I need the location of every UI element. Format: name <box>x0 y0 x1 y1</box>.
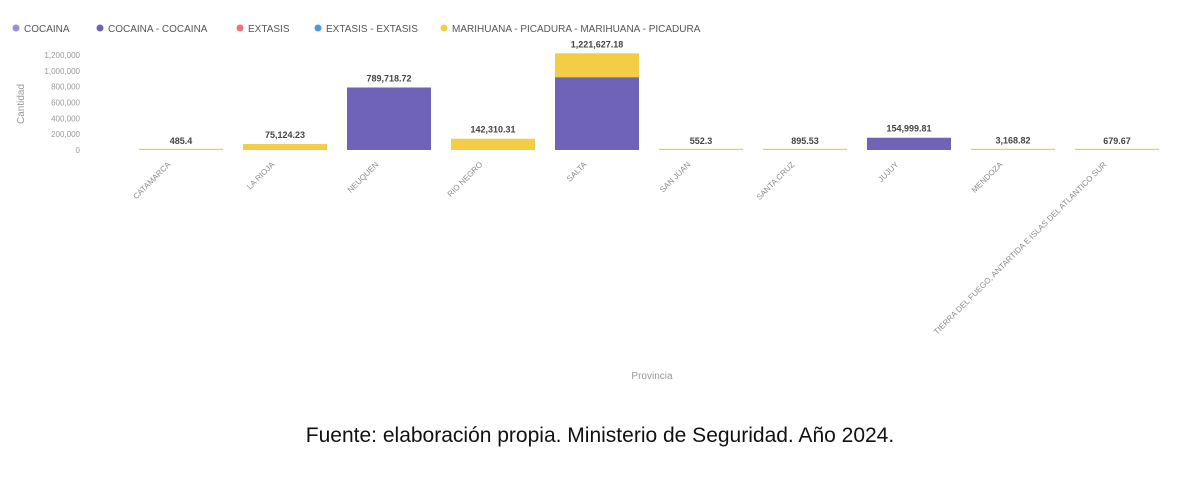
bar-totals: 485.4 75,124.23 789,718.72 142,310.31 1,221,… <box>170 39 1131 146</box>
y-tick-label: 400,000 <box>51 114 80 123</box>
y-tick-label: 600,000 <box>51 99 80 108</box>
source-caption: Fuente: elaboración propia. Ministerio d… <box>305 424 895 447</box>
legend-label: EXTASIS - EXTASIS <box>326 24 418 35</box>
legend-item[interactable]: EXTASIS <box>236 24 290 35</box>
bar-total-label: 1,221,627.18 <box>571 39 624 49</box>
bar-total-label: 142,310.31 <box>470 125 515 135</box>
category-label: SALTA <box>565 160 589 184</box>
category-label: MENDOZA <box>970 160 1005 195</box>
legend-label: COCAINA <box>24 24 70 35</box>
legend-label: MARIHUANA - PICADURA - MARIHUANA - PICAD… <box>452 24 701 35</box>
category-label: JUJUY <box>876 160 900 184</box>
bar-segment[interactable] <box>555 77 639 150</box>
legend-item[interactable]: MARIHUANA - PICADURA - MARIHUANA - PICAD… <box>440 24 701 35</box>
legend-item[interactable]: EXTASIS - EXTASIS <box>314 24 419 35</box>
category-label: CATAMARCA <box>131 160 173 202</box>
category-label: SAN JUAN <box>658 160 692 194</box>
bar-total-label: 552.3 <box>690 136 713 146</box>
bar-segment[interactable] <box>139 148 223 150</box>
legend-label: EXTASIS <box>248 24 290 35</box>
bar-total-label: 679.67 <box>1103 136 1131 146</box>
bar-total-label: 485.4 <box>170 136 193 146</box>
y-tick-label: 800,000 <box>51 83 80 92</box>
bar-segment[interactable] <box>243 144 327 150</box>
bar-total-label: 75,124.23 <box>265 130 305 140</box>
bar-segment[interactable] <box>1075 148 1159 150</box>
legend-label: COCAINA - COCAINA <box>108 24 208 35</box>
category-label: TIERRA DEL FUEGO, ANTARTIDA E ISLAS DEL … <box>932 160 1108 336</box>
category-label: SANTA CRUZ <box>755 160 797 202</box>
bar-segment[interactable] <box>763 148 847 150</box>
legend-marker <box>96 24 104 32</box>
bar-segment[interactable] <box>451 138 535 150</box>
y-tick-label: 200,000 <box>51 130 80 139</box>
legend-marker <box>440 24 448 32</box>
bar-total-label: 3,168.82 <box>995 136 1030 146</box>
bar-segment[interactable] <box>867 137 951 150</box>
bar-chart: COCAINA COCAINA - COCAINA EXTASIS EXTASIS -… <box>12 24 1159 382</box>
category-label: LA RIOJA <box>245 160 277 192</box>
legend-marker <box>236 24 244 32</box>
bar-total-label: 154,999.81 <box>886 124 931 134</box>
bar-segment[interactable] <box>659 148 743 150</box>
bar-segment[interactable] <box>971 148 1055 150</box>
y-axis-ticks: 0 200,000 400,000 600,000 800,000 1,000,000 1,… <box>44 51 80 155</box>
category-label: RIO NEGRO <box>446 160 485 199</box>
y-tick-label: 0 <box>76 146 81 155</box>
y-tick-label: 1,200,000 <box>44 51 80 60</box>
bar-total-label: 789,718.72 <box>366 73 411 83</box>
category-label: NEUQUEN <box>346 160 381 195</box>
legend: COCAINA COCAINA - COCAINA EXTASIS EXTASIS -… <box>12 24 701 35</box>
bar-segment[interactable] <box>555 53 639 78</box>
legend-item[interactable]: COCAINA - COCAINA <box>96 24 208 35</box>
legend-marker <box>12 24 20 32</box>
bar-segment[interactable] <box>347 87 431 150</box>
y-axis-title: Cantidad <box>16 84 27 124</box>
legend-item[interactable]: COCAINA <box>12 24 70 35</box>
y-tick-label: 1,000,000 <box>44 67 80 76</box>
bars <box>139 53 1159 150</box>
legend-marker <box>314 24 322 32</box>
bar-total-label: 895.53 <box>791 136 819 146</box>
category-labels: CATAMARCA LA RIOJA NEUQUEN RIO NEGRO SALTA SA… <box>131 160 1108 337</box>
x-axis-title: Provincia <box>631 371 673 382</box>
